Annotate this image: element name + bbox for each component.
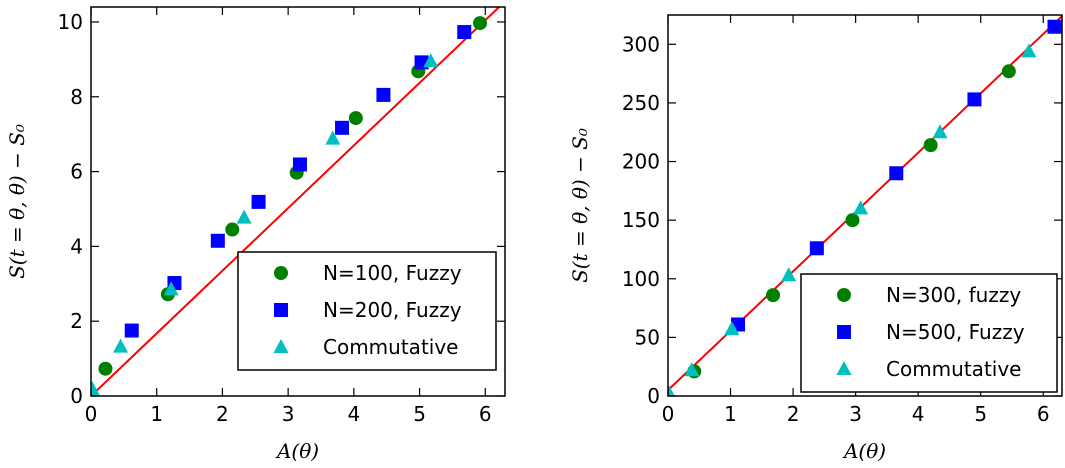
square-point: [335, 120, 350, 135]
y-tick-label: 2: [70, 309, 83, 333]
y-tick-label: 150: [622, 208, 660, 232]
legend-label: N=200, Fuzzy: [323, 298, 462, 322]
legend: N=100, Fuzzy N=200, Fuzzy Commutative: [237, 251, 497, 371]
triangle-point: [668, 385, 675, 396]
x-axis-label: A(θ): [275, 439, 319, 463]
square-point: [210, 233, 225, 248]
triangle-point: [236, 209, 252, 224]
x-tick-label: 4: [347, 402, 360, 426]
triangle-point: [1021, 43, 1037, 58]
x-tick-label: 5: [974, 402, 987, 426]
square-point: [251, 194, 266, 209]
y-tick-label: 50: [635, 325, 660, 349]
legend-square-marker: [837, 325, 851, 339]
y-tick-label: 0: [70, 384, 83, 408]
circle-point: [923, 138, 938, 153]
legend-label: N=300, fuzzy: [886, 283, 1021, 307]
y-axis-label: S(t = θ, θ) − S₀: [568, 128, 592, 283]
x-tick-label: 6: [1037, 402, 1050, 426]
square-point: [124, 323, 139, 338]
chart-panel-2: 0 1 2 3 4 5 6 0 50 100 150 200 250 300 A(θ) S(t = θ, θ)…: [568, 14, 1063, 463]
x-tick-label: 3: [282, 402, 295, 426]
circle-point: [225, 222, 240, 237]
y-tick-label: 0: [647, 384, 660, 408]
legend-label: Commutative: [323, 335, 458, 359]
square-point: [376, 87, 391, 102]
y-tick-label: 4: [70, 234, 83, 258]
x-tick-label: 4: [912, 402, 925, 426]
legend-label: Commutative: [886, 357, 1021, 381]
circle-point: [1001, 64, 1016, 79]
triangle-point: [684, 362, 700, 377]
circle-point: [348, 111, 363, 126]
series-3: [91, 53, 439, 396]
x-tick-label: 1: [724, 402, 737, 426]
circle-point: [766, 288, 781, 303]
y-tick-label: 6: [70, 160, 83, 184]
x-tick-label: 6: [479, 402, 492, 426]
legend-triangle-marker: [836, 361, 852, 375]
circle-point: [473, 16, 488, 31]
triangle-point: [113, 338, 129, 353]
triangle-point: [853, 200, 869, 215]
triangle-point: [932, 124, 948, 139]
x-tick-label: 0: [85, 402, 98, 426]
square-point: [457, 25, 472, 40]
x-tick-label: 1: [150, 402, 163, 426]
x-axis-label: A(θ): [842, 439, 886, 463]
axes-frame: [667, 14, 1063, 397]
triangle-point: [163, 281, 179, 296]
circle-point: [98, 361, 113, 376]
square-point: [1047, 19, 1062, 34]
triangle-point: [781, 267, 797, 282]
triangle-point: [423, 53, 439, 68]
square-point: [889, 166, 904, 181]
x-tick-label: 5: [413, 402, 426, 426]
legend-label: N=100, Fuzzy: [323, 261, 462, 285]
plot-area: [91, 7, 501, 396]
y-tick-label: 100: [622, 267, 660, 291]
legend: N=300, fuzzy N=500, Fuzzy Commutative: [800, 273, 1058, 393]
circle-point: [845, 213, 860, 228]
legend-circle-marker: [837, 288, 851, 302]
square-point: [967, 92, 982, 107]
y-tick-label: 200: [622, 150, 660, 174]
triangle-point: [325, 130, 341, 145]
legend-circle-marker: [274, 266, 288, 280]
y-tick-label: 8: [70, 85, 83, 109]
x-tick-label: 0: [662, 402, 675, 426]
plot-area: [668, 15, 1062, 396]
x-tick-label: 2: [216, 402, 229, 426]
x-tick-label: 3: [849, 402, 862, 426]
y-tick-label: 250: [622, 91, 660, 115]
square-point: [809, 241, 824, 256]
triangle-point: [91, 381, 100, 396]
legend-triangle-marker: [273, 339, 289, 353]
x-tick-label: 2: [787, 402, 800, 426]
y-axis-label: S(t = θ, θ) − S₀: [5, 124, 29, 279]
y-tick-label: 10: [58, 10, 83, 34]
square-point: [292, 157, 307, 172]
series-3: [668, 43, 1037, 396]
series-2: [124, 25, 472, 338]
legend-label: N=500, Fuzzy: [886, 320, 1025, 344]
triangle-point: [724, 321, 740, 336]
legend-square-marker: [274, 303, 288, 317]
chart-panel-1: 0 1 2 3 4 5 6 0 2 4 6 8 10 A(θ) S(t = θ, θ) − S₀ N=100,…: [5, 6, 506, 463]
y-tick-label: 300: [622, 32, 660, 56]
axes-frame: [90, 6, 506, 397]
